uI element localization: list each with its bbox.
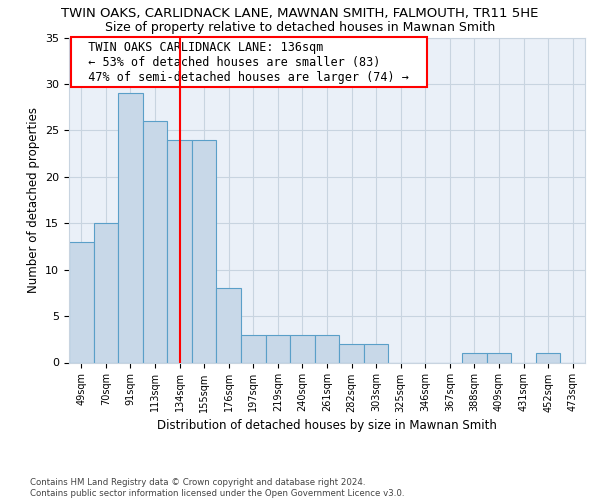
Text: Size of property relative to detached houses in Mawnan Smith: Size of property relative to detached ho… <box>105 21 495 34</box>
Text: TWIN OAKS, CARLIDNACK LANE, MAWNAN SMITH, FALMOUTH, TR11 5HE: TWIN OAKS, CARLIDNACK LANE, MAWNAN SMITH… <box>61 8 539 20</box>
Bar <box>167 140 192 362</box>
Bar <box>241 334 266 362</box>
Bar <box>143 121 167 362</box>
Bar <box>487 353 511 362</box>
Bar <box>266 334 290 362</box>
Bar <box>217 288 241 362</box>
Text: Contains HM Land Registry data © Crown copyright and database right 2024.
Contai: Contains HM Land Registry data © Crown c… <box>30 478 404 498</box>
Bar <box>69 242 94 362</box>
Text: TWIN OAKS CARLIDNACK LANE: 136sqm  
  ← 53% of detached houses are smaller (83) : TWIN OAKS CARLIDNACK LANE: 136sqm ← 53% … <box>74 41 423 84</box>
Bar <box>118 93 143 362</box>
X-axis label: Distribution of detached houses by size in Mawnan Smith: Distribution of detached houses by size … <box>157 418 497 432</box>
Bar <box>192 140 217 362</box>
Bar <box>315 334 339 362</box>
Bar <box>536 353 560 362</box>
Bar <box>462 353 487 362</box>
Y-axis label: Number of detached properties: Number of detached properties <box>26 107 40 293</box>
Bar <box>290 334 315 362</box>
Bar <box>339 344 364 362</box>
Bar <box>364 344 388 362</box>
Bar <box>94 223 118 362</box>
